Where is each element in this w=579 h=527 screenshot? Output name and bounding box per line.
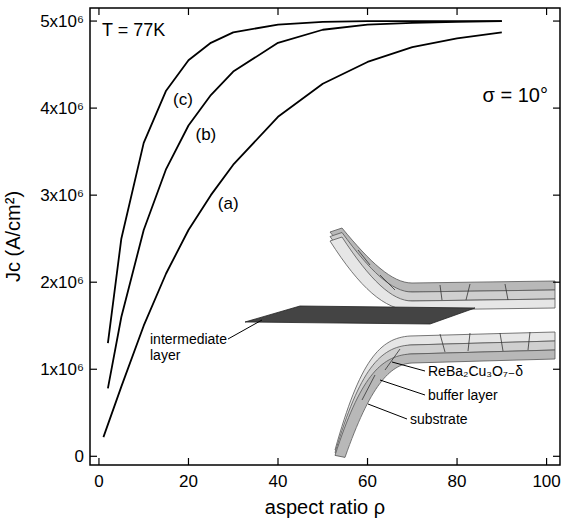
curve-label: (a) (218, 194, 239, 213)
y-tick-label: 5x10⁶ (40, 12, 84, 31)
x-tick-top (456, 8, 457, 15)
x-tick-label: 40 (269, 472, 288, 491)
y-tick (90, 282, 97, 283)
x-tick-label: 20 (179, 472, 198, 491)
series-group (103, 21, 501, 437)
leader-line (392, 362, 425, 371)
chart: intermediatelayer ReBa₂Cu₃O₇₋δ buffer laye… (0, 0, 579, 527)
y-tick (90, 369, 97, 370)
grain-line (380, 275, 395, 290)
inset-label: ReBa₂Cu₃O₇₋δ (428, 363, 523, 379)
annotation: σ = 10° (483, 84, 548, 106)
grain-line (362, 375, 375, 400)
grain-line (468, 333, 470, 351)
y-axis-title: Jc (A/cm²) (2, 191, 24, 282)
y-tick-label: 3x10⁶ (40, 186, 84, 205)
upper-tape-layer (330, 233, 555, 302)
grain-line (505, 284, 508, 300)
x-tick (277, 458, 278, 465)
curve (103, 32, 501, 437)
x-tick-label: 100 (532, 472, 560, 491)
y-tick (90, 456, 97, 457)
y-tick-right (553, 108, 560, 109)
curve (108, 21, 502, 388)
x-tick (367, 458, 368, 465)
x-tick-top (367, 8, 368, 15)
y-tick-right (553, 369, 560, 370)
intermediate-plane (245, 306, 475, 324)
grain-line (500, 333, 503, 351)
x-tick-top (546, 8, 547, 15)
leader-line (380, 380, 425, 395)
y-tick-label: 0 (75, 447, 84, 466)
x-tick (546, 458, 547, 465)
grain-line (385, 349, 400, 370)
y-tick (90, 195, 97, 196)
x-tick-label: 0 (94, 472, 103, 491)
curve-label: (b) (195, 125, 216, 144)
x-tick (456, 458, 457, 465)
grain-line (528, 332, 530, 350)
leader-line (368, 404, 407, 419)
inset-label: intermediatelayer (150, 331, 227, 363)
curve (108, 21, 502, 343)
y-tick-right (553, 282, 560, 283)
x-axis-title: aspect ratio ρ (265, 496, 385, 518)
x-tick-top (277, 8, 278, 15)
grain-line (466, 284, 470, 300)
y-tick-label: 1x10⁶ (40, 360, 84, 379)
grain-line (440, 285, 442, 300)
annotation: T = 77K (102, 20, 165, 40)
x-tick (188, 458, 189, 465)
x-tick-top (188, 8, 189, 15)
curve-label: (c) (173, 90, 193, 109)
lower-tape-layer (335, 350, 555, 457)
y-tick-right (553, 456, 560, 457)
plot-frame (90, 8, 560, 465)
y-tick (90, 108, 97, 109)
grain-line (440, 334, 445, 352)
inset-diagram: intermediatelayer ReBa₂Cu₃O₇₋δ buffer laye… (150, 228, 555, 457)
upper-tape-layer (330, 237, 555, 310)
x-tick-label: 80 (448, 472, 467, 491)
y-tick-right (553, 195, 560, 196)
grain-line (358, 250, 370, 265)
inset-label: substrate (410, 411, 468, 427)
y-tick (90, 20, 97, 21)
x-tick-top (98, 8, 99, 15)
y-tick-label: 2x10⁶ (40, 273, 84, 292)
y-tick-right (553, 20, 560, 21)
inset-label: buffer layer (428, 387, 498, 403)
leader-line (228, 320, 262, 339)
x-tick (98, 458, 99, 465)
y-tick-label: 4x10⁶ (40, 99, 84, 118)
x-tick-label: 60 (358, 472, 377, 491)
